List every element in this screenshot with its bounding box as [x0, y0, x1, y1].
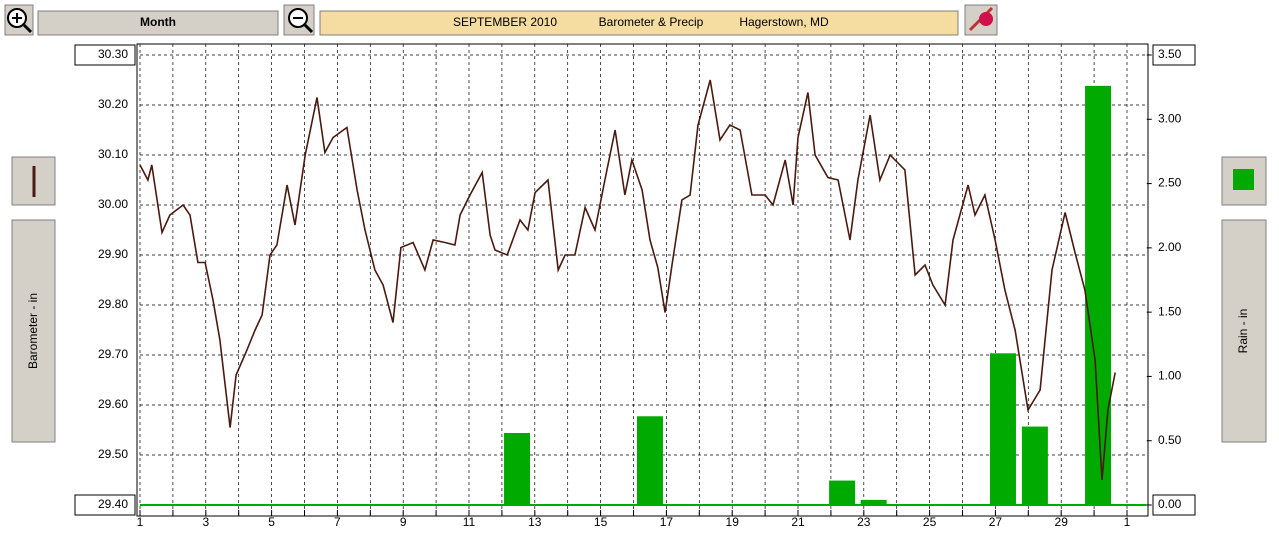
- y2-tick-label: 2.00: [1158, 240, 1182, 254]
- rain-bar: [504, 433, 531, 505]
- y-tick-box: [74, 44, 136, 66]
- y-tick-label: 29.90: [98, 247, 128, 261]
- x-tick-label: 23: [857, 515, 871, 529]
- x-tick-label: 17: [660, 515, 674, 529]
- x-tick-label: 11: [463, 515, 476, 529]
- rain-axis-button[interactable]: Rain - in: [1221, 219, 1267, 443]
- y-tick-box: [74, 494, 136, 516]
- y2-tick-box: [1152, 44, 1196, 66]
- y2-tick-label: 2.50: [1158, 176, 1182, 190]
- x-tick-label: 19: [726, 515, 740, 529]
- y2-tick-label: 0.50: [1158, 433, 1182, 447]
- x-tick-label: 27: [989, 515, 1003, 529]
- y-tick-label: 29.40: [98, 497, 128, 511]
- barometer-axis-button[interactable]: Barometer - in: [11, 219, 56, 443]
- y-tick-label: 30.20: [98, 97, 128, 111]
- x-tick-label: 15: [594, 515, 608, 529]
- x-tick-label: 7: [334, 515, 341, 529]
- y2-tick-label: 1.50: [1158, 304, 1182, 318]
- rain-bar: [989, 353, 1016, 505]
- rain-bar: [1085, 85, 1112, 505]
- rain-bar: [636, 416, 663, 505]
- x-tick-label: 29: [1055, 515, 1069, 529]
- x-tick-label: 1: [137, 515, 144, 529]
- y-tick-label: 29.50: [98, 447, 128, 461]
- title-bar: SEPTEMBER 2010 Barometer & Precip Hagers…: [319, 10, 959, 36]
- y-tick-label: 29.60: [98, 397, 128, 411]
- y-tick-label: 30.10: [98, 147, 128, 161]
- y-tick-label: 30.30: [98, 47, 128, 61]
- rain-bar: [1021, 426, 1048, 505]
- x-tick-label: 1: [1124, 515, 1131, 529]
- x-tick-label: 25: [923, 515, 937, 529]
- barometer-line: [139, 79, 1116, 481]
- rain-bar: [829, 480, 856, 505]
- y-tick-label: 29.70: [98, 347, 128, 361]
- x-tick-label: 13: [528, 515, 542, 529]
- x-tick-label: 3: [202, 515, 209, 529]
- y2-tick-label: 3.00: [1158, 111, 1182, 125]
- y2-axis-label: Rain - in: [1236, 309, 1250, 354]
- y-tick-label: 29.80: [98, 297, 128, 311]
- y2-tick-label: 0.00: [1158, 497, 1182, 511]
- y2-tick-label: 3.50: [1158, 47, 1182, 61]
- period-button[interactable]: Month: [37, 10, 279, 36]
- x-tick-label: 5: [268, 515, 275, 529]
- rain-legend-button[interactable]: [1221, 156, 1267, 206]
- x-tick-label: 9: [400, 515, 407, 529]
- y2-tick-box: [1152, 494, 1196, 516]
- options-button[interactable]: [964, 4, 998, 36]
- x-tick-label: 21: [791, 515, 805, 529]
- y-axis-label: Barometer - in: [26, 293, 40, 369]
- chart-location: Hagerstown, MD: [739, 15, 829, 29]
- zoom-in-button[interactable]: [4, 4, 34, 36]
- period-label: Month: [140, 15, 176, 29]
- barometer-legend-button[interactable]: [11, 156, 56, 206]
- chart-title: SEPTEMBER 2010: [453, 15, 557, 29]
- y-tick-label: 30.00: [98, 197, 128, 211]
- chart-subtitle: Barometer & Precip: [599, 15, 704, 29]
- y2-tick-label: 1.00: [1158, 369, 1182, 383]
- zoom-out-button[interactable]: [283, 4, 315, 36]
- rain-bar: [860, 499, 887, 505]
